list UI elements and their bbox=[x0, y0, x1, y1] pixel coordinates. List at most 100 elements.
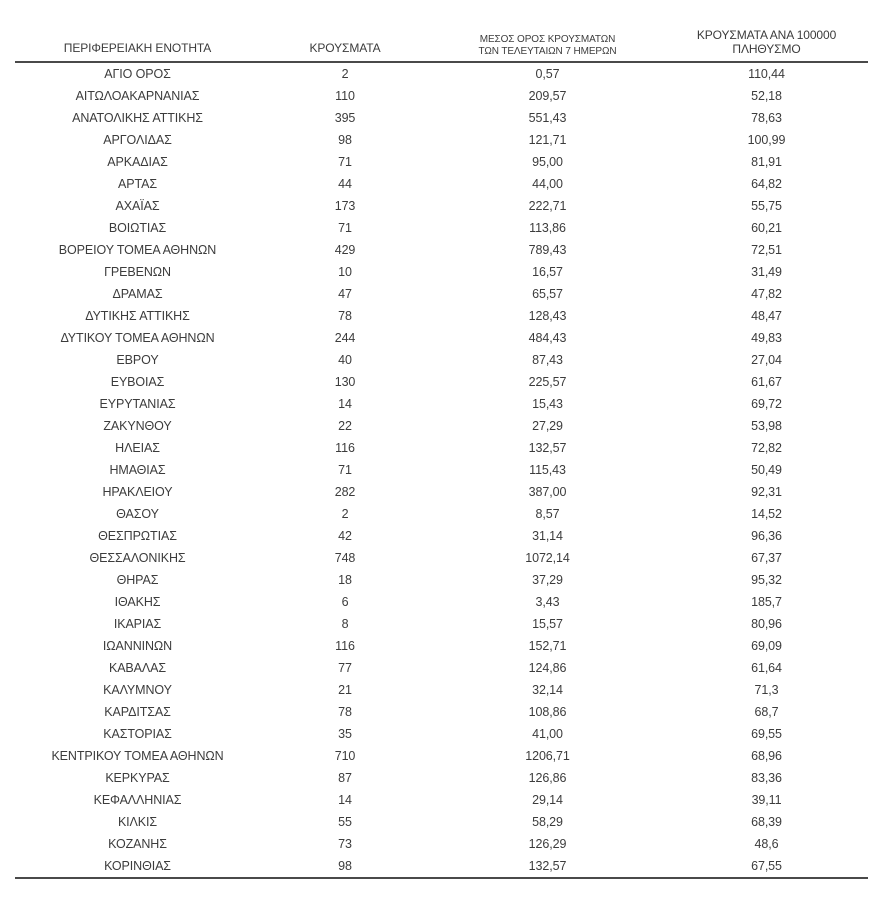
cell-cases: 78 bbox=[338, 309, 352, 323]
cell-cases: 71 bbox=[338, 155, 352, 169]
cell-cases-per-100k: 100,99 bbox=[747, 133, 786, 147]
cell-cases-per-100k: 14,52 bbox=[751, 507, 782, 521]
cell-regional-unit: ΔΥΤΙΚΗΣ ΑΤΤΙΚΗΣ bbox=[85, 309, 190, 323]
table-row: ΒΟΙΩΤΙΑΣ 71 113,86 60,21 bbox=[15, 217, 868, 239]
cell-cases: 395 bbox=[334, 111, 356, 125]
cell-regional-unit: ΔΥΤΙΚΟΥ ΤΟΜΕΑ ΑΘΗΝΩΝ bbox=[60, 331, 215, 345]
cell-cases: 2 bbox=[341, 67, 349, 81]
cell-regional-unit: ΕΥΒΟΙΑΣ bbox=[110, 375, 165, 389]
cell-avg-7day: 225,57 bbox=[528, 375, 567, 389]
cell-cases-per-100k: 49,83 bbox=[751, 331, 782, 345]
cell-regional-unit: ΑΓΙΟ ΟΡΟΣ bbox=[104, 67, 171, 81]
cell-cases: 18 bbox=[338, 573, 352, 587]
cell-avg-7day: 108,86 bbox=[528, 705, 567, 719]
cell-cases: 44 bbox=[338, 177, 352, 191]
cell-regional-unit: ΑΡΓΟΛΙΔΑΣ bbox=[103, 133, 172, 147]
table-row: ΗΛΕΙΑΣ 116 132,57 72,82 bbox=[15, 437, 868, 459]
cell-cases: 130 bbox=[334, 375, 356, 389]
cell-avg-7day: 44,00 bbox=[532, 177, 563, 191]
cell-cases-per-100k: 110,44 bbox=[748, 67, 785, 81]
cell-cases: 71 bbox=[338, 221, 352, 235]
table-row: ΘΕΣΠΡΩΤΙΑΣ 42 31,14 96,36 bbox=[15, 525, 868, 547]
table-row: ΔΥΤΙΚΗΣ ΑΤΤΙΚΗΣ 78 128,43 48,47 bbox=[15, 305, 868, 327]
cell-regional-unit: ΚΟΖΑΝΗΣ bbox=[108, 837, 167, 851]
cell-avg-7day: 128,43 bbox=[528, 309, 567, 323]
cell-cases: 8 bbox=[341, 617, 349, 631]
cell-cases: 40 bbox=[338, 353, 352, 367]
cell-regional-unit: ΖΑΚΥΝΘΟΥ bbox=[103, 419, 172, 433]
cell-cases-per-100k: 69,55 bbox=[751, 727, 782, 741]
cell-avg-7day: 32,14 bbox=[532, 683, 563, 697]
cell-cases: 110 bbox=[335, 89, 355, 103]
cell-avg-7day: 3,43 bbox=[535, 595, 560, 609]
cell-cases-per-100k: 72,82 bbox=[751, 441, 782, 455]
cell-cases-per-100k: 68,7 bbox=[754, 705, 779, 719]
cell-cases: 748 bbox=[334, 551, 356, 565]
cell-regional-unit: ΙΩΑΝΝΙΝΩΝ bbox=[102, 639, 173, 653]
table-row: ΚΕΡΚΥΡΑΣ 87 126,86 83,36 bbox=[15, 767, 868, 789]
cell-cases: 2 bbox=[341, 507, 349, 521]
cell-avg-7day: 37,29 bbox=[532, 573, 563, 587]
table-row: ΒΟΡΕΙΟΥ ΤΟΜΕΑ ΑΘΗΝΩΝ 429 789,43 72,51 bbox=[15, 239, 868, 261]
cell-cases: 116 bbox=[335, 441, 355, 455]
cell-avg-7day: 16,57 bbox=[532, 265, 563, 279]
table-row: ΘΗΡΑΣ 18 37,29 95,32 bbox=[15, 569, 868, 591]
cell-cases-per-100k: 80,96 bbox=[751, 617, 782, 631]
cell-cases-per-100k: 92,31 bbox=[751, 485, 782, 499]
cell-cases-per-100k: 27,04 bbox=[751, 353, 782, 367]
cell-avg-7day: 29,14 bbox=[532, 793, 563, 807]
table-row: ΚΑΣΤΟΡΙΑΣ 35 41,00 69,55 bbox=[15, 723, 868, 745]
column-header-regional-unit: ΠΕΡΙΦΕΡΕΙΑΚΗ ΕΝΟΤΗΤΑ bbox=[15, 12, 260, 63]
cell-cases-per-100k: 68,39 bbox=[751, 815, 782, 829]
cell-cases: 10 bbox=[338, 265, 352, 279]
cell-avg-7day: 113,86 bbox=[529, 221, 566, 235]
table-row: ΙΘΑΚΗΣ 6 3,43 185,7 bbox=[15, 591, 868, 613]
cell-avg-7day: 126,86 bbox=[528, 771, 567, 785]
cell-cases: 710 bbox=[334, 749, 356, 763]
table-row: ΚΕΝΤΡΙΚΟΥ ΤΟΜΕΑ ΑΘΗΝΩΝ 710 1206,71 68,96 bbox=[15, 745, 868, 767]
cell-cases-per-100k: 95,32 bbox=[751, 573, 782, 587]
table-row: ΖΑΚΥΝΘΟΥ 22 27,29 53,98 bbox=[15, 415, 868, 437]
cell-regional-unit: ΚΑΣΤΟΡΙΑΣ bbox=[103, 727, 172, 741]
cell-cases: 47 bbox=[338, 287, 352, 301]
cell-cases-per-100k: 69,09 bbox=[751, 639, 782, 653]
cell-avg-7day: 132,57 bbox=[528, 859, 567, 873]
cell-avg-7day: 209,57 bbox=[528, 89, 567, 103]
cell-cases: 14 bbox=[338, 397, 352, 411]
column-header-cases-per-100k-line1: ΚΡΟΥΣΜΑΤΑ ΑΝΑ 100000 bbox=[696, 28, 837, 43]
table-row: ΑΙΤΩΛΟΑΚΑΡΝΑΝΙΑΣ 110 209,57 52,18 bbox=[15, 85, 868, 107]
cell-regional-unit: ΚΕΦΑΛΛΗΝΙΑΣ bbox=[93, 793, 182, 807]
cell-cases: 77 bbox=[338, 661, 352, 675]
cell-regional-unit: ΚΟΡΙΝΘΙΑΣ bbox=[104, 859, 171, 873]
cell-cases: 22 bbox=[338, 419, 352, 433]
cell-regional-unit: ΘΗΡΑΣ bbox=[116, 573, 159, 587]
cell-regional-unit: ΘΕΣΣΑΛΟΝΙΚΗΣ bbox=[89, 551, 186, 565]
header-row: ΠΕΡΙΦΕΡΕΙΑΚΗ ΕΝΟΤΗΤΑ ΚΡΟΥΣΜΑΤΑ ΜΕΣΟΣ ΟΡΟ… bbox=[15, 12, 868, 63]
table-row: ΑΡΓΟΛΙΔΑΣ 98 121,71 100,99 bbox=[15, 129, 868, 151]
cell-cases-per-100k: 50,49 bbox=[751, 463, 782, 477]
table-row: ΕΥΡΥΤΑΝΙΑΣ 14 15,43 69,72 bbox=[15, 393, 868, 415]
cell-regional-unit: ΔΡΑΜΑΣ bbox=[112, 287, 163, 301]
cell-avg-7day: 8,57 bbox=[535, 507, 560, 521]
cell-cases: 78 bbox=[338, 705, 352, 719]
covid-cases-by-regional-unit-table: ΠΕΡΙΦΕΡΕΙΑΚΗ ΕΝΟΤΗΤΑ ΚΡΟΥΣΜΑΤΑ ΜΕΣΟΣ ΟΡΟ… bbox=[15, 12, 868, 879]
cell-cases-per-100k: 81,91 bbox=[751, 155, 782, 169]
cell-cases-per-100k: 39,11 bbox=[751, 793, 782, 807]
cell-cases: 116 bbox=[335, 639, 355, 653]
cell-regional-unit: ΒΟΙΩΤΙΑΣ bbox=[108, 221, 167, 235]
cell-cases-per-100k: 185,7 bbox=[751, 595, 782, 609]
cell-regional-unit: ΙΘΑΚΗΣ bbox=[114, 595, 161, 609]
column-header-cases: ΚΡΟΥΣΜΑΤΑ bbox=[260, 12, 430, 63]
cell-regional-unit: ΚΑΒΑΛΑΣ bbox=[108, 661, 167, 675]
cell-regional-unit: ΑΝΑΤΟΛΙΚΗΣ ΑΤΤΙΚΗΣ bbox=[72, 111, 203, 125]
table-row: ΑΡΤΑΣ 44 44,00 64,82 bbox=[15, 173, 868, 195]
cell-regional-unit: ΕΒΡΟΥ bbox=[116, 353, 159, 367]
cell-avg-7day: 65,57 bbox=[532, 287, 563, 301]
table-row: ΚΑΡΔΙΤΣΑΣ 78 108,86 68,7 bbox=[15, 701, 868, 723]
cell-cases-per-100k: 68,96 bbox=[751, 749, 782, 763]
cell-cases: 55 bbox=[338, 815, 352, 829]
cell-avg-7day: 152,71 bbox=[528, 639, 567, 653]
table-row: ΚΟΡΙΝΘΙΑΣ 98 132,57 67,55 bbox=[15, 855, 868, 878]
cell-cases: 173 bbox=[334, 199, 356, 213]
column-header-cases-per-100k-line2: ΠΛΗΘΥΣΜΟ bbox=[732, 42, 801, 57]
